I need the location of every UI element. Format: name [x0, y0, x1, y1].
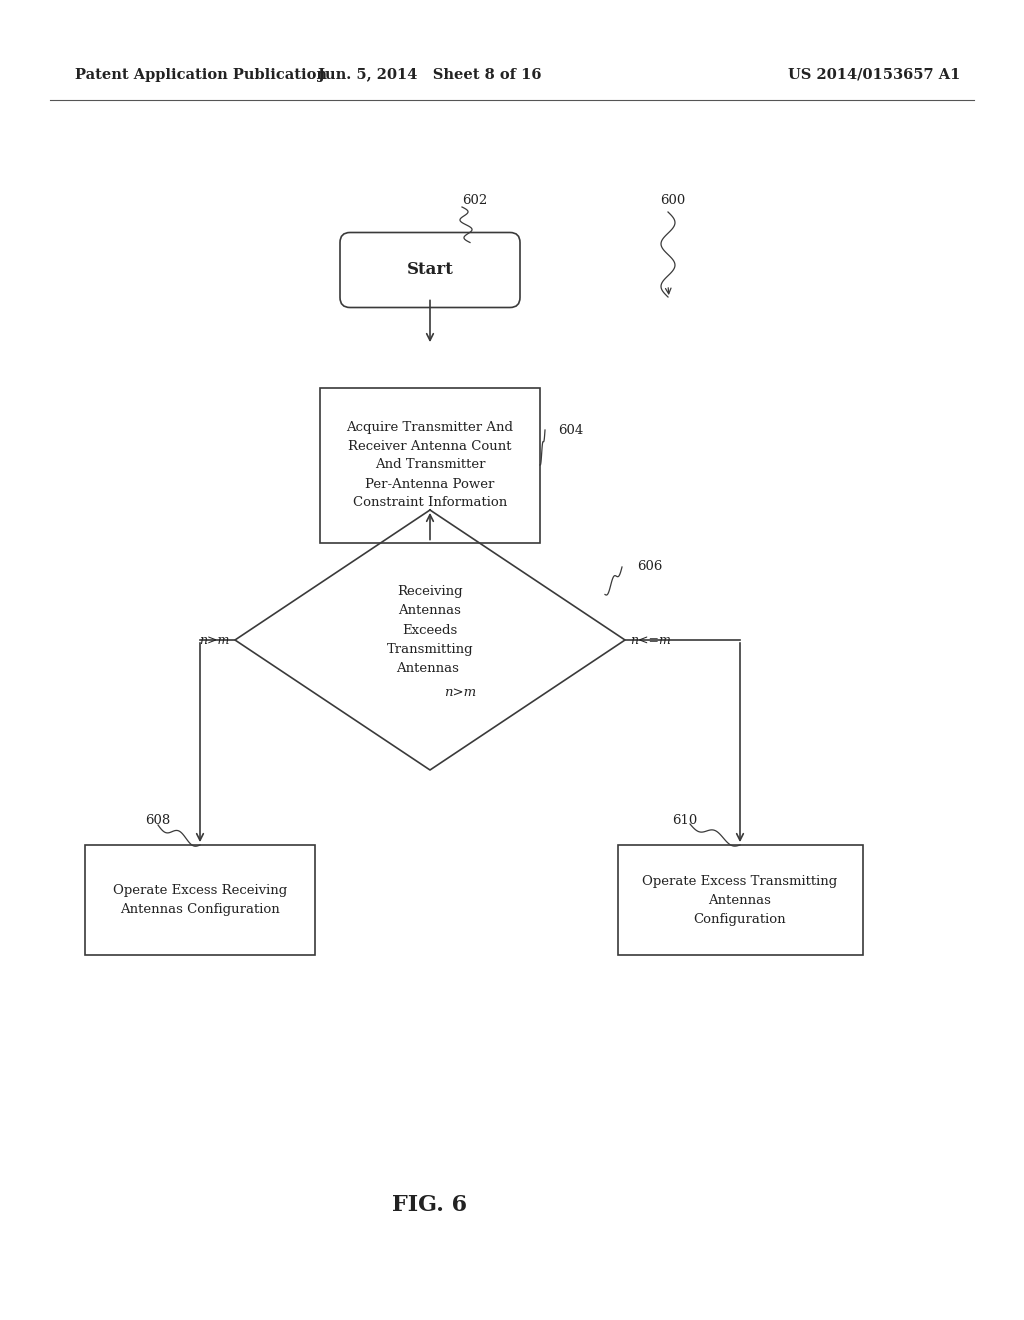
Text: Jun. 5, 2014   Sheet 8 of 16: Jun. 5, 2014 Sheet 8 of 16 — [318, 69, 542, 82]
FancyBboxPatch shape — [617, 845, 862, 954]
Text: 610: 610 — [672, 813, 697, 826]
Text: 600: 600 — [660, 194, 685, 207]
FancyBboxPatch shape — [340, 232, 520, 308]
Text: n<=m: n<=m — [630, 634, 671, 647]
Text: Operate Excess Receiving
Antennas Configuration: Operate Excess Receiving Antennas Config… — [113, 884, 287, 916]
Text: Operate Excess Transmitting
Antennas
Configuration: Operate Excess Transmitting Antennas Con… — [642, 874, 838, 925]
FancyBboxPatch shape — [319, 388, 540, 543]
Text: n>m: n>m — [443, 685, 476, 698]
Text: 608: 608 — [145, 813, 170, 826]
FancyBboxPatch shape — [85, 845, 315, 954]
Text: 604: 604 — [558, 424, 584, 437]
Text: FIG. 6: FIG. 6 — [392, 1195, 468, 1216]
Text: Receiving
Antennas
Exceeds
Transmitting
Antennas: Receiving Antennas Exceeds Transmitting … — [387, 586, 473, 675]
Text: US 2014/0153657 A1: US 2014/0153657 A1 — [787, 69, 961, 82]
Text: Acquire Transmitter And
Receiver Antenna Count
And Transmitter
Per-Antenna Power: Acquire Transmitter And Receiver Antenna… — [346, 421, 513, 510]
Text: Patent Application Publication: Patent Application Publication — [75, 69, 327, 82]
Text: 606: 606 — [637, 561, 663, 573]
Text: n>m: n>m — [200, 634, 230, 647]
Text: 602: 602 — [462, 194, 487, 207]
Text: Start: Start — [407, 261, 454, 279]
